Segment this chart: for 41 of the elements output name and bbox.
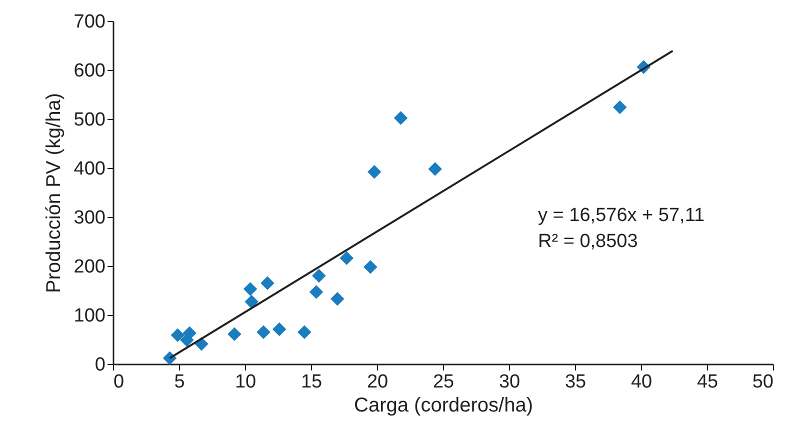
y-tick-label: 700 [74,12,106,32]
point [170,328,185,342]
point [394,111,408,125]
point [243,282,258,296]
y-tick-label: 600 [74,60,106,82]
x-tick-label: 15 [300,372,322,392]
point [612,100,627,114]
x-tick-label: 40 [630,372,652,392]
point [260,276,274,290]
x-tick-label: 20 [366,372,388,392]
x-tick-label: 45 [696,372,718,392]
x-tick-label: 30 [498,372,520,392]
point [244,294,258,309]
x-tick-label: 0 [114,372,124,392]
point [367,165,382,179]
point [180,333,194,347]
x-tick-label: 10 [234,372,256,392]
x-axis-title: Carga (corderos/ha) [354,394,533,416]
point [312,268,326,283]
x-tick-label: 5 [174,372,185,392]
annotation: R² = 0,8503 [538,231,638,252]
y-tick-label: 200 [74,256,106,278]
point [309,285,324,299]
y-axis-title: Producción PV (kg/ha) [42,92,65,294]
point [256,325,270,340]
x-tick-label: 35 [564,372,586,392]
y-tick-label: 400 [74,158,106,180]
point [364,260,378,274]
x-tick-label: 25 [432,372,454,392]
point [428,162,442,176]
annotation: y = 16,576x + 57,11 [538,205,705,226]
point [228,327,242,341]
point [298,325,312,340]
point [330,292,344,306]
point [340,251,354,266]
y-tick-label: 100 [74,306,106,326]
x-tick-label: 50 [752,372,774,392]
y-tick-label: 300 [74,208,106,228]
y-tick-label: 0 [94,354,106,376]
y-tick-label: 500 [74,110,106,130]
point [272,322,286,336]
